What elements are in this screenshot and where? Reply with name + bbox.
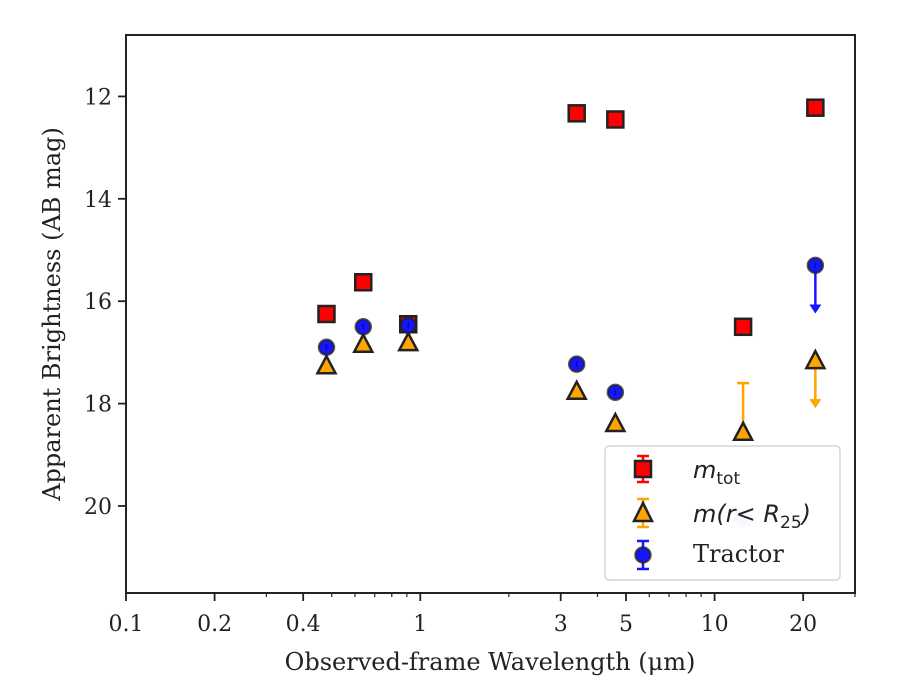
legend-entry-tractor: Tractor (634, 539, 784, 571)
legend-box (604, 445, 841, 581)
triangle-point (604, 411, 627, 433)
circle-point (399, 316, 417, 335)
square-marker (317, 304, 336, 324)
legend-triangle-marker (631, 500, 655, 523)
y-tick-label: 16 (84, 290, 112, 315)
triangle-point (732, 381, 755, 441)
legend-label-mr25: m(r< R25) (693, 500, 811, 533)
circle-point (354, 318, 373, 336)
circle-point (567, 355, 586, 373)
square-point (567, 104, 586, 123)
x-tick-label: 3 (554, 612, 568, 637)
plot-frame (125, 34, 856, 594)
legend-mr25-sub: 25 (780, 513, 802, 533)
triangle-marker (804, 348, 827, 370)
triangle-point (397, 330, 420, 352)
x-tick-label: 0.2 (197, 612, 232, 637)
y-tick-label: 18 (84, 393, 112, 418)
legend-entry-mtot: mtot (633, 454, 740, 489)
legend-mr25-c: ) (800, 500, 811, 528)
legend-circle-marker (634, 546, 652, 564)
x-tick-label: 20 (789, 612, 817, 637)
x-tick-label: 5 (619, 612, 633, 637)
legend-mtot-sub: tot (716, 469, 740, 489)
triangle-marker (565, 379, 588, 401)
square-marker (354, 273, 373, 292)
marks-layer (315, 98, 827, 528)
legend-mtot-main: m (693, 456, 716, 484)
x-tick-label: 1 (413, 612, 427, 637)
y-tick-label: 12 (84, 85, 112, 110)
triangle-point (804, 348, 827, 409)
legend: mtot m(r< R25) Tractor (604, 445, 841, 581)
triangle-point (565, 379, 588, 401)
triangle-marker (397, 330, 420, 352)
triangle-marker (352, 332, 375, 353)
triangle-marker (732, 420, 755, 441)
triangle-point (352, 332, 375, 353)
square-marker (733, 317, 753, 337)
triangle-marker (604, 411, 627, 433)
triangle-upper-limit-arrow-head (809, 399, 822, 409)
square-point (733, 317, 753, 337)
square-point (317, 304, 336, 324)
x-tick-label: 0.4 (286, 612, 321, 637)
legend-mr25-b: < R (736, 500, 780, 528)
square-marker (567, 104, 586, 123)
square-marker (606, 110, 625, 129)
circle-point (317, 338, 336, 357)
circle-point (806, 256, 825, 314)
circle-upper-limit-arrow-head (809, 304, 822, 314)
square-marker (806, 98, 825, 117)
ticks-layer: 0.1 0.2 0.4 1 3 5 10 20 12 14 16 18 20 (84, 85, 856, 637)
legend-entry-mr25: m(r< R25) (631, 497, 811, 533)
x-tick-label: 10 (701, 612, 729, 637)
legend-mr25-a: m(r (693, 500, 738, 528)
y-tick-label: 14 (84, 188, 112, 213)
square-point (354, 273, 373, 292)
y-axis-label: Apparent Brightness (AB mag) (38, 127, 66, 502)
legend-square-marker (633, 459, 653, 479)
legend-label-tractor: Tractor (693, 540, 784, 568)
legend-label-mtot: mtot (693, 456, 740, 489)
triangle-marker (315, 353, 338, 375)
y-tick-label: 20 (84, 495, 112, 520)
square-point (606, 110, 625, 129)
x-axis-label: Observed-frame Wavelength (μm) (285, 648, 696, 676)
x-tick-label: 0.1 (109, 612, 144, 637)
triangle-point (315, 353, 338, 375)
square-point (806, 98, 825, 117)
circle-point (606, 383, 625, 402)
